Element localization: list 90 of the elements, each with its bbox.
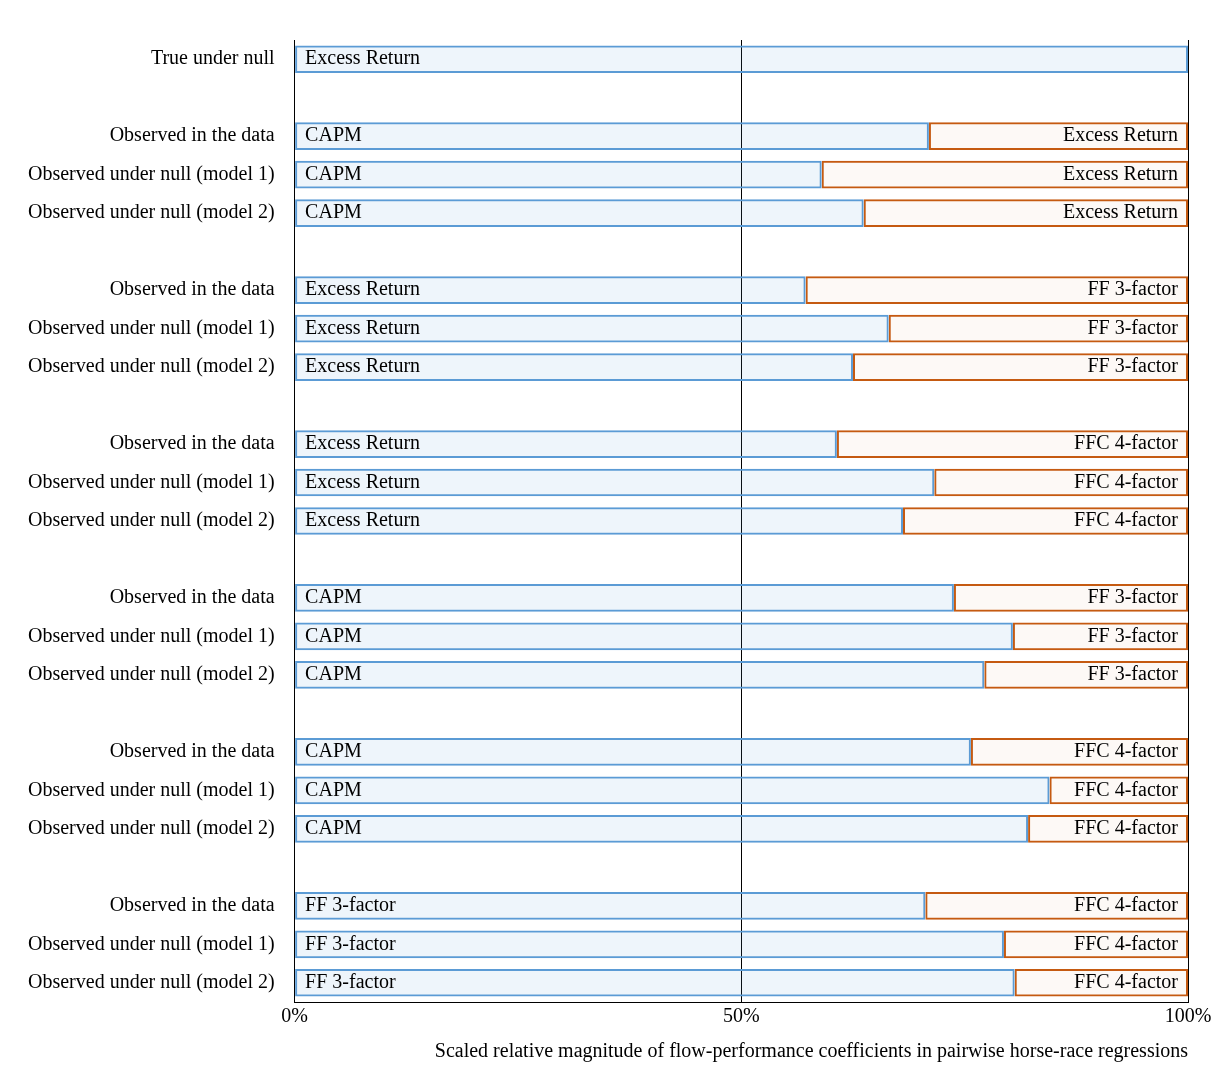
- y-tick-label: Observed under null (model 1): [27, 777, 275, 801]
- bar: [295, 738, 971, 766]
- y-tick-label: Observed in the data: [109, 431, 275, 454]
- bar: [295, 160, 822, 189]
- data-label: FFC 4-factor: [1074, 508, 1179, 531]
- y-tick-label: Observed under null (model 1): [27, 931, 275, 955]
- data-label: Excess Return: [1063, 123, 1178, 146]
- bar: [805, 276, 1188, 304]
- x-axis-title: Scaled relative magnitude of flow-performance coefficients in pairwise horse-race regressions: [434, 1039, 1189, 1063]
- y-tick-label: Observed under null (model 2): [27, 354, 275, 378]
- y-tick-label: Observed under null (model 2): [27, 200, 275, 224]
- data-label: FFC 4-factor: [1074, 970, 1179, 993]
- data-label: Excess Return: [305, 354, 421, 377]
- data-label: FFC 4-factor: [1074, 469, 1179, 492]
- data-label: FF 3-factor: [305, 970, 396, 993]
- bar: [888, 314, 1188, 343]
- bar: [295, 622, 1013, 651]
- data-label: CAPM: [305, 816, 363, 839]
- data-label: FF 3-factor: [305, 931, 396, 954]
- bar: [903, 507, 1188, 535]
- bar: [821, 160, 1188, 189]
- data-label: CAPM: [305, 123, 363, 146]
- data-label: CAPM: [305, 585, 363, 608]
- data-label: FFC 4-factor: [1074, 431, 1179, 454]
- data-label: Excess Return: [305, 277, 421, 300]
- data-label: Excess Return: [305, 431, 421, 454]
- bar: [925, 891, 1188, 920]
- bar: [863, 199, 1188, 228]
- y-tick-label: Observed in the data: [109, 277, 275, 300]
- data-label: FF 3-factor: [305, 893, 396, 916]
- bar: [836, 430, 1188, 458]
- y-tick-label: Observed under null (model 1): [27, 315, 275, 339]
- data-label: FF 3-factor: [1087, 315, 1179, 338]
- data-label: FFC 4-factor: [1074, 777, 1179, 800]
- bar: [295, 584, 954, 612]
- data-label: FFC 4-factor: [1074, 931, 1179, 954]
- bar: [295, 661, 985, 689]
- data-label: CAPM: [305, 623, 363, 646]
- data-label: CAPM: [305, 777, 363, 800]
- data-label: FF 3-factor: [1087, 277, 1179, 300]
- data-label: CAPM: [305, 161, 363, 184]
- y-tick-label: Observed under null (model 2): [27, 662, 275, 686]
- data-label: Excess Return: [305, 508, 421, 531]
- data-label: Excess Return: [1063, 200, 1178, 223]
- y-tick-label: Observed in the data: [109, 123, 275, 146]
- bar: [928, 122, 1188, 151]
- y-tick-label: True under null: [150, 46, 276, 69]
- y-tick-label: Observed in the data: [109, 739, 275, 762]
- bar: [295, 507, 904, 535]
- bar: [984, 661, 1188, 689]
- data-label: FFC 4-factor: [1074, 893, 1179, 916]
- data-label: Excess Return: [1063, 161, 1178, 184]
- bar: [295, 468, 935, 497]
- y-tick-label: Observed in the data: [109, 893, 275, 916]
- data-label: CAPM: [305, 200, 363, 223]
- bar: [295, 122, 929, 151]
- y-tick-label: Observed under null (model 1): [27, 161, 275, 185]
- y-tick-label: Observed under null (model 2): [27, 970, 275, 994]
- bar: [295, 199, 864, 228]
- y-tick-label: Observed under null (model 2): [27, 508, 275, 532]
- x-tick-label: 0%: [281, 1004, 308, 1027]
- bar: [295, 968, 1015, 997]
- y-tick-label: Observed under null (model 1): [27, 623, 275, 647]
- data-label: Excess Return: [305, 315, 421, 338]
- bar: [295, 930, 1004, 959]
- data-label: FF 3-factor: [1087, 623, 1179, 646]
- bar: [295, 45, 1188, 74]
- bar: [295, 276, 806, 304]
- bar: [295, 353, 853, 381]
- x-tick-label: 50%: [722, 1004, 760, 1027]
- data-label: FF 3-factor: [1087, 662, 1179, 685]
- bar: [852, 353, 1188, 381]
- data-label: FF 3-factor: [1087, 354, 1179, 377]
- bar: [295, 814, 1029, 843]
- x-tick-label: 100%: [1164, 1004, 1212, 1027]
- data-label: Excess Return: [305, 46, 421, 69]
- y-tick-label: Observed in the data: [109, 585, 275, 608]
- bar: [295, 891, 926, 920]
- bar: [295, 776, 1050, 805]
- data-label: CAPM: [305, 739, 363, 762]
- bar: [295, 430, 837, 458]
- bar: [953, 584, 1188, 612]
- data-label: FFC 4-factor: [1074, 739, 1179, 762]
- y-tick-label: Observed under null (model 1): [27, 469, 275, 493]
- bar: [295, 314, 889, 343]
- y-tick-label: Observed under null (model 2): [27, 816, 275, 840]
- data-label: FFC 4-factor: [1074, 816, 1179, 839]
- data-label: FF 3-factor: [1087, 585, 1179, 608]
- data-label: CAPM: [305, 662, 363, 685]
- data-label: Excess Return: [305, 469, 421, 492]
